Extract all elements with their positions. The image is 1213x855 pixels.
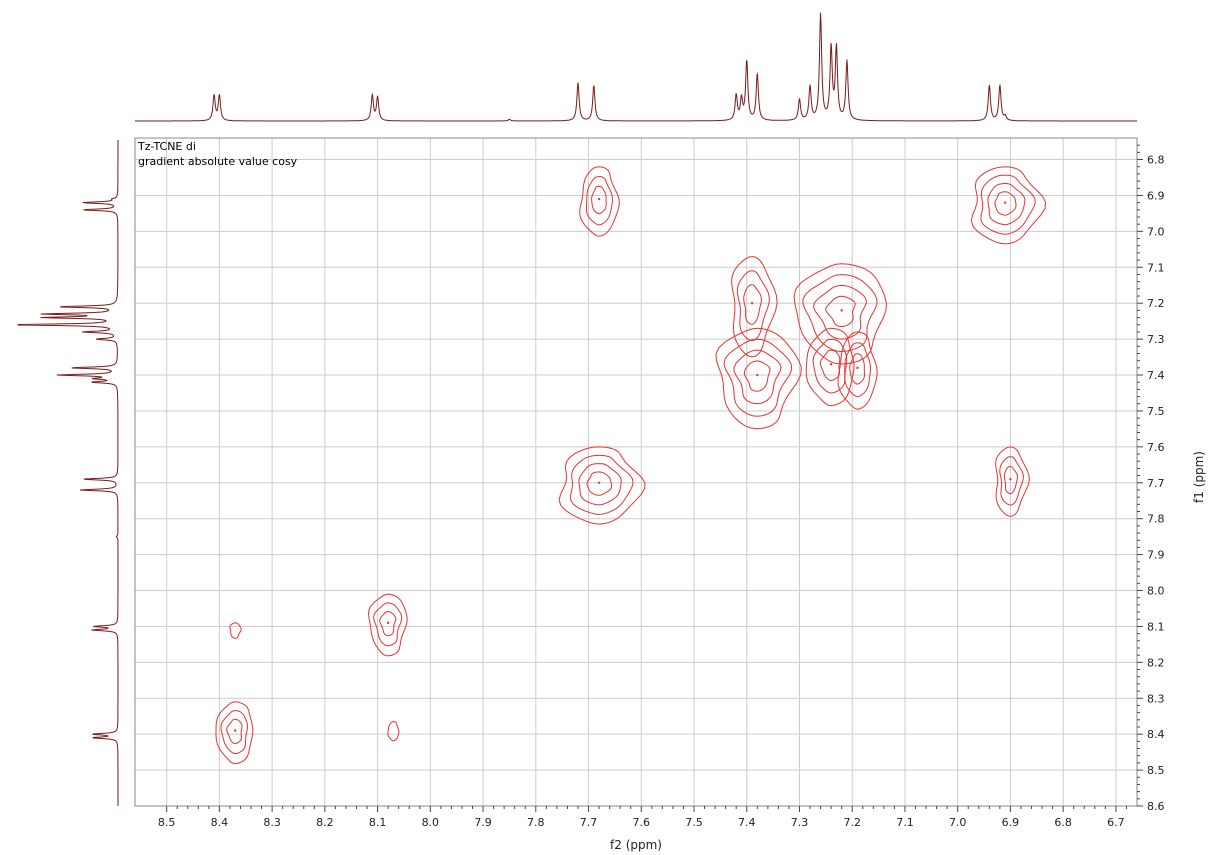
f2-projection-trace	[135, 12, 1137, 122]
cross-peak-contour	[980, 174, 1036, 235]
y-tick-label: 8.1	[1147, 620, 1165, 633]
x-tick-label: 7.0	[949, 816, 967, 829]
cross-peak-contour	[387, 721, 400, 742]
x-tick-label: 8.3	[263, 816, 281, 829]
x-tick-label: 6.8	[1054, 816, 1072, 829]
cross-peak-contour	[1003, 465, 1019, 495]
y-tick-label: 7.4	[1147, 369, 1165, 382]
cross-peak-center	[1003, 201, 1007, 204]
cross-peak-contour	[970, 166, 1047, 245]
cross-peak-contour	[825, 295, 856, 328]
cross-peak-center	[597, 197, 601, 201]
cross-peak-contour	[793, 263, 887, 365]
y-tick-label: 6.8	[1147, 154, 1165, 167]
x-tick-label: 7.4	[738, 816, 756, 829]
cross-peak-center	[750, 302, 754, 305]
cross-peak-contour	[812, 284, 867, 340]
y-tick-label: 7.0	[1147, 225, 1165, 238]
x-tick-label: 7.7	[580, 816, 598, 829]
cross-peak-contour	[229, 622, 242, 639]
cross-peak-contour	[373, 602, 403, 647]
y-tick-label: 7.7	[1147, 477, 1165, 490]
y-tick-label: 7.3	[1147, 333, 1165, 346]
cross-peak-contour	[987, 182, 1026, 226]
x-tick-label: 7.1	[896, 816, 914, 829]
y-tick-label: 8.6	[1147, 800, 1165, 813]
cross-peak-contour	[715, 327, 802, 430]
cross-peak-contour	[220, 710, 249, 755]
x-axis-label: f2 (ppm)	[610, 838, 662, 852]
y-tick-label: 8.4	[1147, 728, 1165, 741]
x-tick-label: 7.2	[843, 816, 861, 829]
x-tick-label: 8.1	[369, 816, 387, 829]
cross-peak-contour	[805, 327, 855, 407]
cross-peak-contours	[215, 166, 1047, 765]
experiment-label: gradient absolute value cosy	[138, 155, 298, 168]
cross-peak-center	[234, 729, 237, 732]
cross-peak-contour	[723, 338, 793, 417]
cross-peak-contour	[558, 446, 646, 525]
y-axis-ticks: 6.8 6.9 7.0 7.1 7.2 7.3 7.4 7.5 7.6 7.7 7.8 7.9 8.0 8…	[1137, 144, 1165, 813]
cross-peak-contour	[743, 284, 762, 325]
f1-projection-trace	[17, 140, 119, 806]
cross-peak-contour	[569, 454, 634, 516]
y-tick-label: 6.9	[1147, 189, 1165, 202]
y-tick-label: 8.3	[1147, 692, 1165, 705]
x-tick-label: 6.9	[1002, 816, 1020, 829]
cross-peak-contour	[733, 349, 782, 405]
cross-peak-contour	[731, 255, 778, 358]
y-tick-label: 8.5	[1147, 764, 1165, 777]
cross-peak-center	[840, 309, 843, 312]
cross-peak-contour	[379, 610, 397, 637]
cross-peak-contour	[736, 270, 770, 342]
cross-peak-contour	[578, 463, 622, 506]
cross-peak-contour	[591, 185, 607, 215]
sample-label: Tz-TCNE di	[138, 140, 196, 153]
x-tick-label: 7.6	[633, 816, 651, 829]
y-tick-label: 7.8	[1147, 513, 1165, 526]
x-tick-label: 8.4	[211, 816, 229, 829]
cross-peak-contour	[586, 471, 613, 496]
cross-peak-center	[386, 621, 390, 625]
x-tick-label: 7.9	[474, 816, 492, 829]
x-tick-label: 8.5	[158, 816, 176, 829]
cross-peak-contour	[844, 342, 872, 398]
cross-peak-contour	[802, 274, 878, 353]
cross-peak-contour	[586, 175, 614, 226]
y-tick-label: 7.9	[1147, 549, 1165, 562]
y-tick-label: 8.0	[1147, 585, 1165, 598]
y-tick-label: 7.1	[1147, 261, 1165, 274]
x-tick-label: 7.8	[527, 816, 545, 829]
cross-peak-contour	[215, 701, 254, 765]
y-tick-label: 7.6	[1147, 441, 1165, 454]
cross-peak-center	[597, 481, 601, 484]
y-tick-label: 8.2	[1147, 656, 1165, 669]
cross-peak-center	[856, 366, 859, 370]
x-tick-label: 7.5	[685, 816, 703, 829]
cross-peak-center	[756, 373, 759, 377]
cross-peak-contour	[999, 456, 1024, 506]
plot-frame	[134, 137, 1138, 807]
cross-peak-contour	[995, 446, 1030, 517]
x-axis-ticks: 8.5 8.4 8.3 8.2 8.1 8.0 7.9 7.8 7.7 7.6 7.5 7.4 7.3 7…	[158, 806, 1127, 829]
cross-peak-center	[829, 363, 833, 366]
x-tick-label: 7.3	[791, 816, 809, 829]
cross-peak-center	[1009, 477, 1012, 481]
cross-peak-contour	[367, 593, 408, 657]
y-tick-label: 7.2	[1147, 297, 1165, 310]
x-tick-label: 8.0	[422, 816, 440, 829]
cross-peak-contour	[743, 360, 771, 392]
cross-peak-contour	[849, 353, 866, 385]
y-tick-label: 7.5	[1147, 405, 1165, 418]
x-tick-label: 8.2	[316, 816, 334, 829]
cross-peak-contour	[994, 191, 1017, 216]
cross-peak-contour	[579, 166, 620, 237]
cross-peak-contour	[819, 349, 841, 382]
cross-peak-contour	[837, 331, 878, 410]
y-axis-label: f1 (ppm)	[1192, 451, 1206, 503]
cross-peak-contour	[226, 718, 243, 745]
x-tick-label: 6.7	[1107, 816, 1125, 829]
cross-peak-contour	[812, 338, 848, 394]
